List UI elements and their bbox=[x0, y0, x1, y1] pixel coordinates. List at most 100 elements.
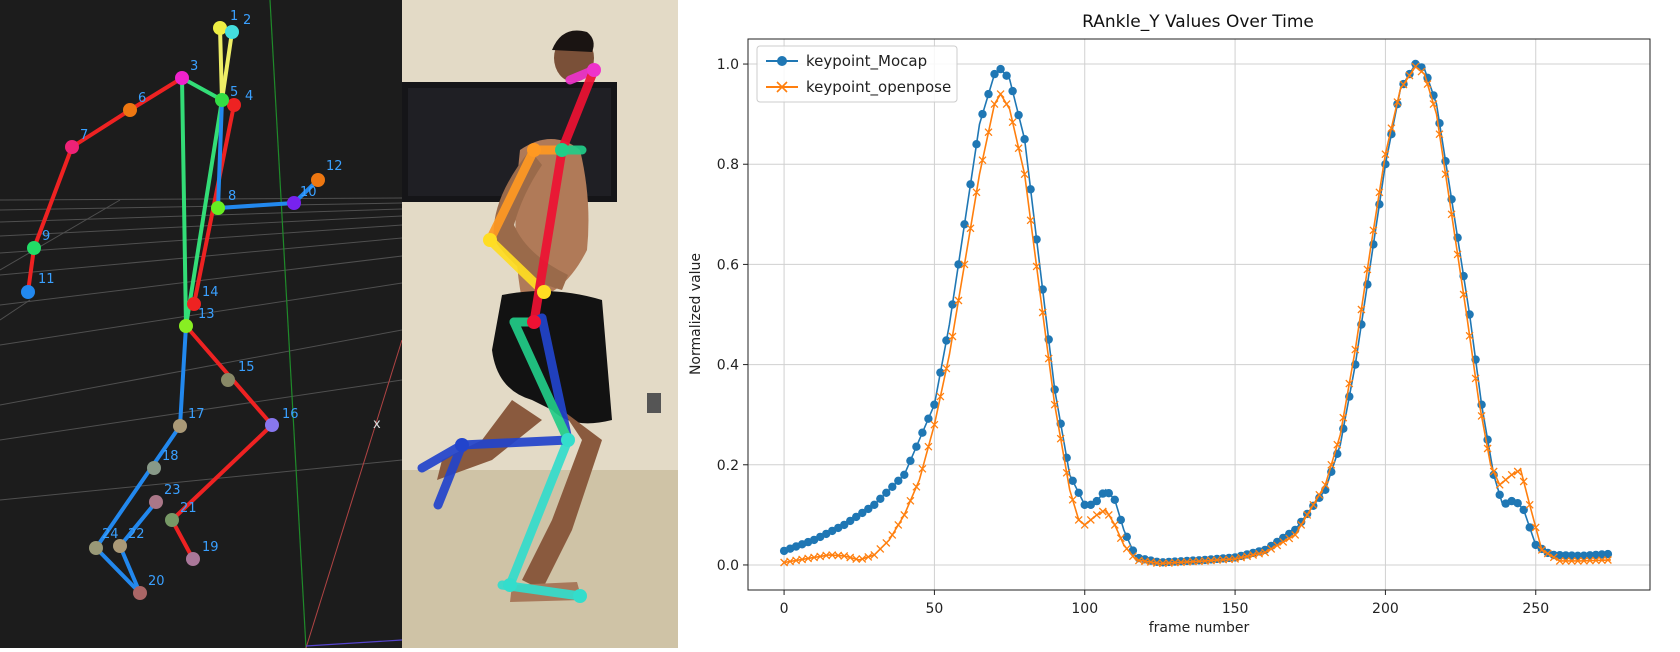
data-point bbox=[1020, 170, 1029, 179]
data-point bbox=[882, 488, 891, 497]
data-point bbox=[1098, 489, 1107, 498]
data-point bbox=[834, 551, 843, 560]
skeleton-joint-label: 12 bbox=[326, 159, 343, 174]
data-point bbox=[1543, 549, 1552, 558]
skeleton-joint bbox=[225, 25, 239, 39]
data-point bbox=[1152, 559, 1161, 567]
data-point bbox=[1128, 552, 1137, 561]
chart-svg: RAnkle_Y Values Over Time 0 50 100 150 200 25… bbox=[688, 12, 1651, 636]
data-point bbox=[1405, 71, 1414, 80]
data-point bbox=[1050, 400, 1059, 409]
data-point bbox=[1080, 520, 1089, 529]
data-point bbox=[1507, 470, 1516, 479]
data-point bbox=[924, 442, 933, 451]
data-point bbox=[852, 512, 861, 522]
data-point bbox=[1501, 475, 1510, 484]
skeleton-joint bbox=[179, 319, 193, 333]
legend-box bbox=[756, 45, 958, 103]
data-point bbox=[864, 504, 873, 514]
data-point bbox=[1555, 556, 1564, 565]
skeleton-joint bbox=[221, 373, 235, 387]
openpose-bone bbox=[485, 145, 539, 245]
data-point bbox=[1381, 150, 1390, 159]
openpose-bone bbox=[557, 65, 599, 155]
series-line-keypoint_Mocap bbox=[783, 62, 1611, 564]
skeleton-joint bbox=[133, 586, 147, 600]
openpose-photo-panel bbox=[402, 0, 678, 648]
x-tick-label: 200 bbox=[1372, 601, 1399, 617]
data-point bbox=[1219, 555, 1228, 564]
green-axis-line bbox=[269, 0, 307, 649]
data-point bbox=[900, 470, 909, 479]
skeleton-joint bbox=[227, 98, 241, 112]
legend-marker-mocap bbox=[777, 56, 787, 66]
skeleton-joint bbox=[65, 140, 79, 154]
data-point bbox=[1561, 551, 1570, 560]
data-point bbox=[1441, 170, 1450, 179]
data-point bbox=[930, 420, 939, 429]
data-point bbox=[1303, 510, 1312, 519]
skeleton-joint-label: 2 bbox=[243, 13, 251, 28]
openpose-bone bbox=[417, 440, 467, 473]
data-point bbox=[942, 364, 951, 373]
y-axis-label: Normalized value bbox=[688, 253, 704, 375]
legend-label-openpose: keypoint_openpose bbox=[806, 78, 951, 97]
data-point bbox=[1549, 550, 1558, 560]
data-point bbox=[1243, 552, 1252, 561]
openpose-photo-svg bbox=[402, 0, 678, 648]
data-point bbox=[894, 520, 903, 529]
data-point bbox=[1579, 556, 1588, 565]
openpose-joint bbox=[587, 63, 601, 77]
data-point bbox=[1471, 374, 1480, 383]
x-tick-label: 250 bbox=[1522, 601, 1549, 617]
red-axis-line bbox=[305, 339, 403, 649]
data-point bbox=[822, 551, 831, 560]
skeleton-bone bbox=[118, 544, 142, 595]
skeleton-joint-label: 16 bbox=[282, 407, 299, 422]
data-point bbox=[864, 552, 873, 561]
wall-outlet bbox=[647, 393, 661, 413]
data-point bbox=[1086, 515, 1095, 524]
data-point bbox=[1447, 210, 1456, 219]
skeleton-joint bbox=[113, 539, 127, 553]
data-point bbox=[996, 64, 1005, 74]
openpose-bone bbox=[433, 440, 467, 510]
data-point bbox=[1279, 537, 1288, 546]
openpose-bone bbox=[537, 313, 573, 445]
data-point bbox=[1122, 544, 1131, 553]
skeleton-bone bbox=[118, 500, 158, 548]
chart-ticks: 0 50 100 150 200 250 0.0 0.2 0.4 0.6 0.8 1.0 bbox=[717, 57, 1549, 617]
data-point bbox=[960, 260, 969, 269]
data-point bbox=[1321, 480, 1330, 489]
data-point bbox=[1104, 510, 1113, 519]
data-point bbox=[948, 332, 957, 341]
data-point bbox=[1170, 558, 1179, 567]
data-point bbox=[1495, 480, 1504, 489]
skeleton-joint-label: 3 bbox=[190, 59, 198, 74]
data-point bbox=[1369, 226, 1378, 235]
openpose-joint bbox=[483, 233, 497, 247]
skeleton-bone bbox=[170, 423, 274, 522]
skeleton-joint-label: 17 bbox=[188, 407, 205, 422]
skeleton-bone bbox=[178, 324, 188, 428]
data-point bbox=[1411, 62, 1420, 71]
data-point bbox=[1429, 100, 1438, 109]
data-point bbox=[972, 188, 981, 197]
skeleton-joint-label: 5 bbox=[230, 85, 238, 100]
data-point bbox=[1189, 557, 1197, 566]
data-point bbox=[1116, 515, 1125, 525]
data-point bbox=[1597, 550, 1607, 559]
data-point bbox=[1213, 556, 1221, 565]
runner-hair bbox=[552, 30, 594, 52]
data-point bbox=[1387, 124, 1396, 133]
data-point bbox=[840, 551, 849, 560]
data-point bbox=[966, 224, 975, 233]
data-point bbox=[1315, 490, 1324, 499]
openpose-bone bbox=[485, 235, 549, 297]
data-point bbox=[1020, 135, 1029, 144]
data-point bbox=[1315, 493, 1324, 502]
data-point bbox=[1038, 308, 1047, 317]
y-tick-label: 0.6 bbox=[717, 257, 739, 273]
data-point bbox=[1164, 557, 1174, 567]
